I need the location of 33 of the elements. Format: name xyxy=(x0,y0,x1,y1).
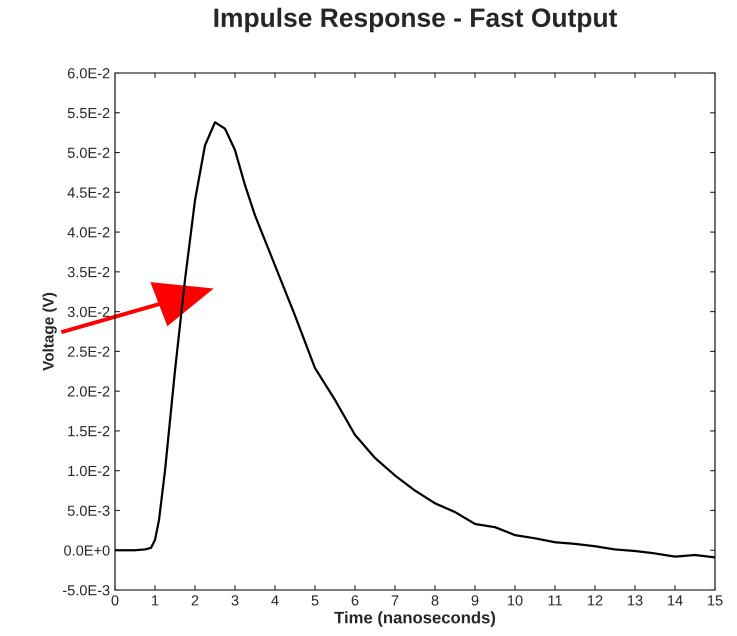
y-tick-label: 5.0E-2 xyxy=(68,148,110,158)
x-tick-label: 7 xyxy=(392,595,398,606)
x-tick-label: 2 xyxy=(192,595,198,606)
x-tick-label: 13 xyxy=(628,595,642,606)
y-tick-label: 1.0E-2 xyxy=(68,466,110,476)
x-tick-label: 3 xyxy=(232,595,238,606)
x-tick-label: 0 xyxy=(112,595,118,606)
x-tick-label: 1 xyxy=(152,595,158,606)
y-axis-title: Voltage (V) xyxy=(42,292,57,371)
x-tick-label: 4 xyxy=(271,595,279,606)
x-tick-label: 6 xyxy=(352,595,358,606)
x-tick-label: 15 xyxy=(708,595,722,606)
y-tick-label: 3.0E-2 xyxy=(68,306,110,318)
x-tick-label: 14 xyxy=(668,595,683,606)
x-tick-label: 9 xyxy=(472,595,478,606)
y-tick-label: 3.5E-2 xyxy=(68,266,110,278)
y-tick-label: 5.5E-2 xyxy=(68,108,110,118)
x-axis-title: Time (nanoseconds) xyxy=(334,611,496,627)
x-tick-label: 5 xyxy=(312,595,318,606)
y-tick-label: 0.0E+0 xyxy=(64,545,110,556)
x-tick-label: 12 xyxy=(588,595,602,606)
y-tick-label: -5.0E-3 xyxy=(62,585,110,596)
y-tick-label: 4.5E-2 xyxy=(68,187,110,198)
y-tick-label: 2.0E-2 xyxy=(68,386,110,397)
y-tick-label: 6.0E-2 xyxy=(68,68,110,78)
x-tick-label: 8 xyxy=(432,595,438,606)
x-tick-label: 11 xyxy=(548,595,562,606)
chart-title: Impulse Response - Fast Output xyxy=(214,8,618,32)
y-tick-label: 5.0E-3 xyxy=(68,506,110,516)
y-tick-label: 1.5E-2 xyxy=(68,426,110,436)
x-tick-label: 10 xyxy=(508,595,523,606)
y-tick-label: 4.0E-2 xyxy=(68,227,110,238)
y-tick-label: 2.5E-2 xyxy=(68,346,110,357)
